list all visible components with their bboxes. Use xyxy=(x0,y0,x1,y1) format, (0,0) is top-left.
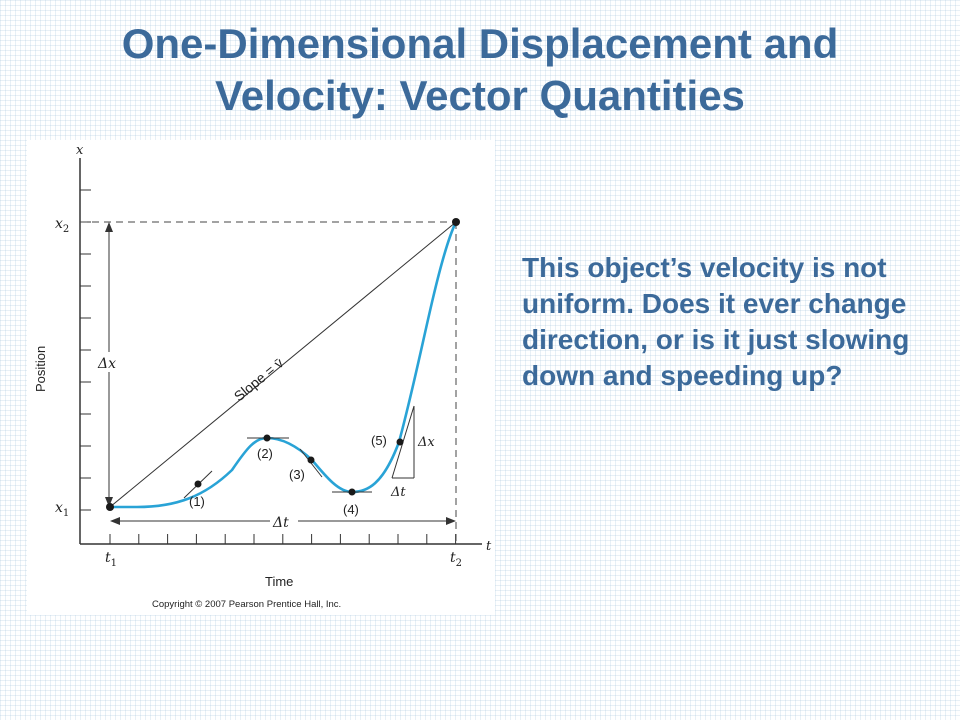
slope-label: Slope = v̄ xyxy=(231,355,287,405)
x-axis-variable: t xyxy=(486,539,492,554)
x-axis-ticks xyxy=(109,534,457,544)
point-label-4: (4) xyxy=(343,502,359,517)
small-delta-t-label: Δt xyxy=(390,485,406,500)
point-label-5: (5) xyxy=(371,433,387,448)
y-axis-ticks xyxy=(80,189,91,511)
y-label-x1: x1 xyxy=(55,500,69,519)
delta-t-arrowhead-left xyxy=(110,517,120,525)
point-2 xyxy=(263,434,271,442)
point-3 xyxy=(307,456,315,464)
delta-x-label: Δx xyxy=(97,356,116,372)
diagram-svg: x t Δx Δt Slope = v̄ Δx Δt xyxy=(33,143,492,610)
point-label-2: (2) xyxy=(257,446,273,461)
position-time-diagram: x t Δx Δt Slope = v̄ Δx Δt xyxy=(27,140,495,615)
y-label-x2: x2 xyxy=(55,216,69,235)
small-delta-x-label: Δx xyxy=(417,435,435,450)
point-start xyxy=(106,503,114,511)
copyright-note: Copyright © 2007 Pearson Prentice Hall, … xyxy=(152,599,341,610)
point-label-1: (1) xyxy=(189,494,205,509)
delta-x-arrowhead-top xyxy=(105,222,113,232)
point-4 xyxy=(348,488,356,496)
point-1 xyxy=(194,480,202,488)
delta-t-arrowhead-right xyxy=(446,517,456,525)
y-axis-title: Position xyxy=(33,346,48,392)
average-velocity-secant xyxy=(109,221,457,508)
title-line-1: One-Dimensional Displacement and xyxy=(121,20,839,67)
position-curve xyxy=(110,221,458,509)
x-label-t2: t2 xyxy=(450,550,462,569)
point-end xyxy=(452,218,460,226)
title-line-2: Velocity: Vector Quantities xyxy=(215,72,745,119)
x-label-t1: t1 xyxy=(105,550,117,569)
y-axis-variable: x xyxy=(76,143,84,158)
x-axis-title: Time xyxy=(265,574,293,589)
delta-t-label: Δt xyxy=(272,515,289,531)
question-text: This object’s velocity is not uniform. D… xyxy=(522,252,910,391)
slide-title: One-Dimensional Displacement and Velocit… xyxy=(0,18,960,122)
point-5 xyxy=(396,438,404,446)
point-label-3: (3) xyxy=(289,467,305,482)
delta-x-arrowhead-bottom xyxy=(105,497,113,507)
